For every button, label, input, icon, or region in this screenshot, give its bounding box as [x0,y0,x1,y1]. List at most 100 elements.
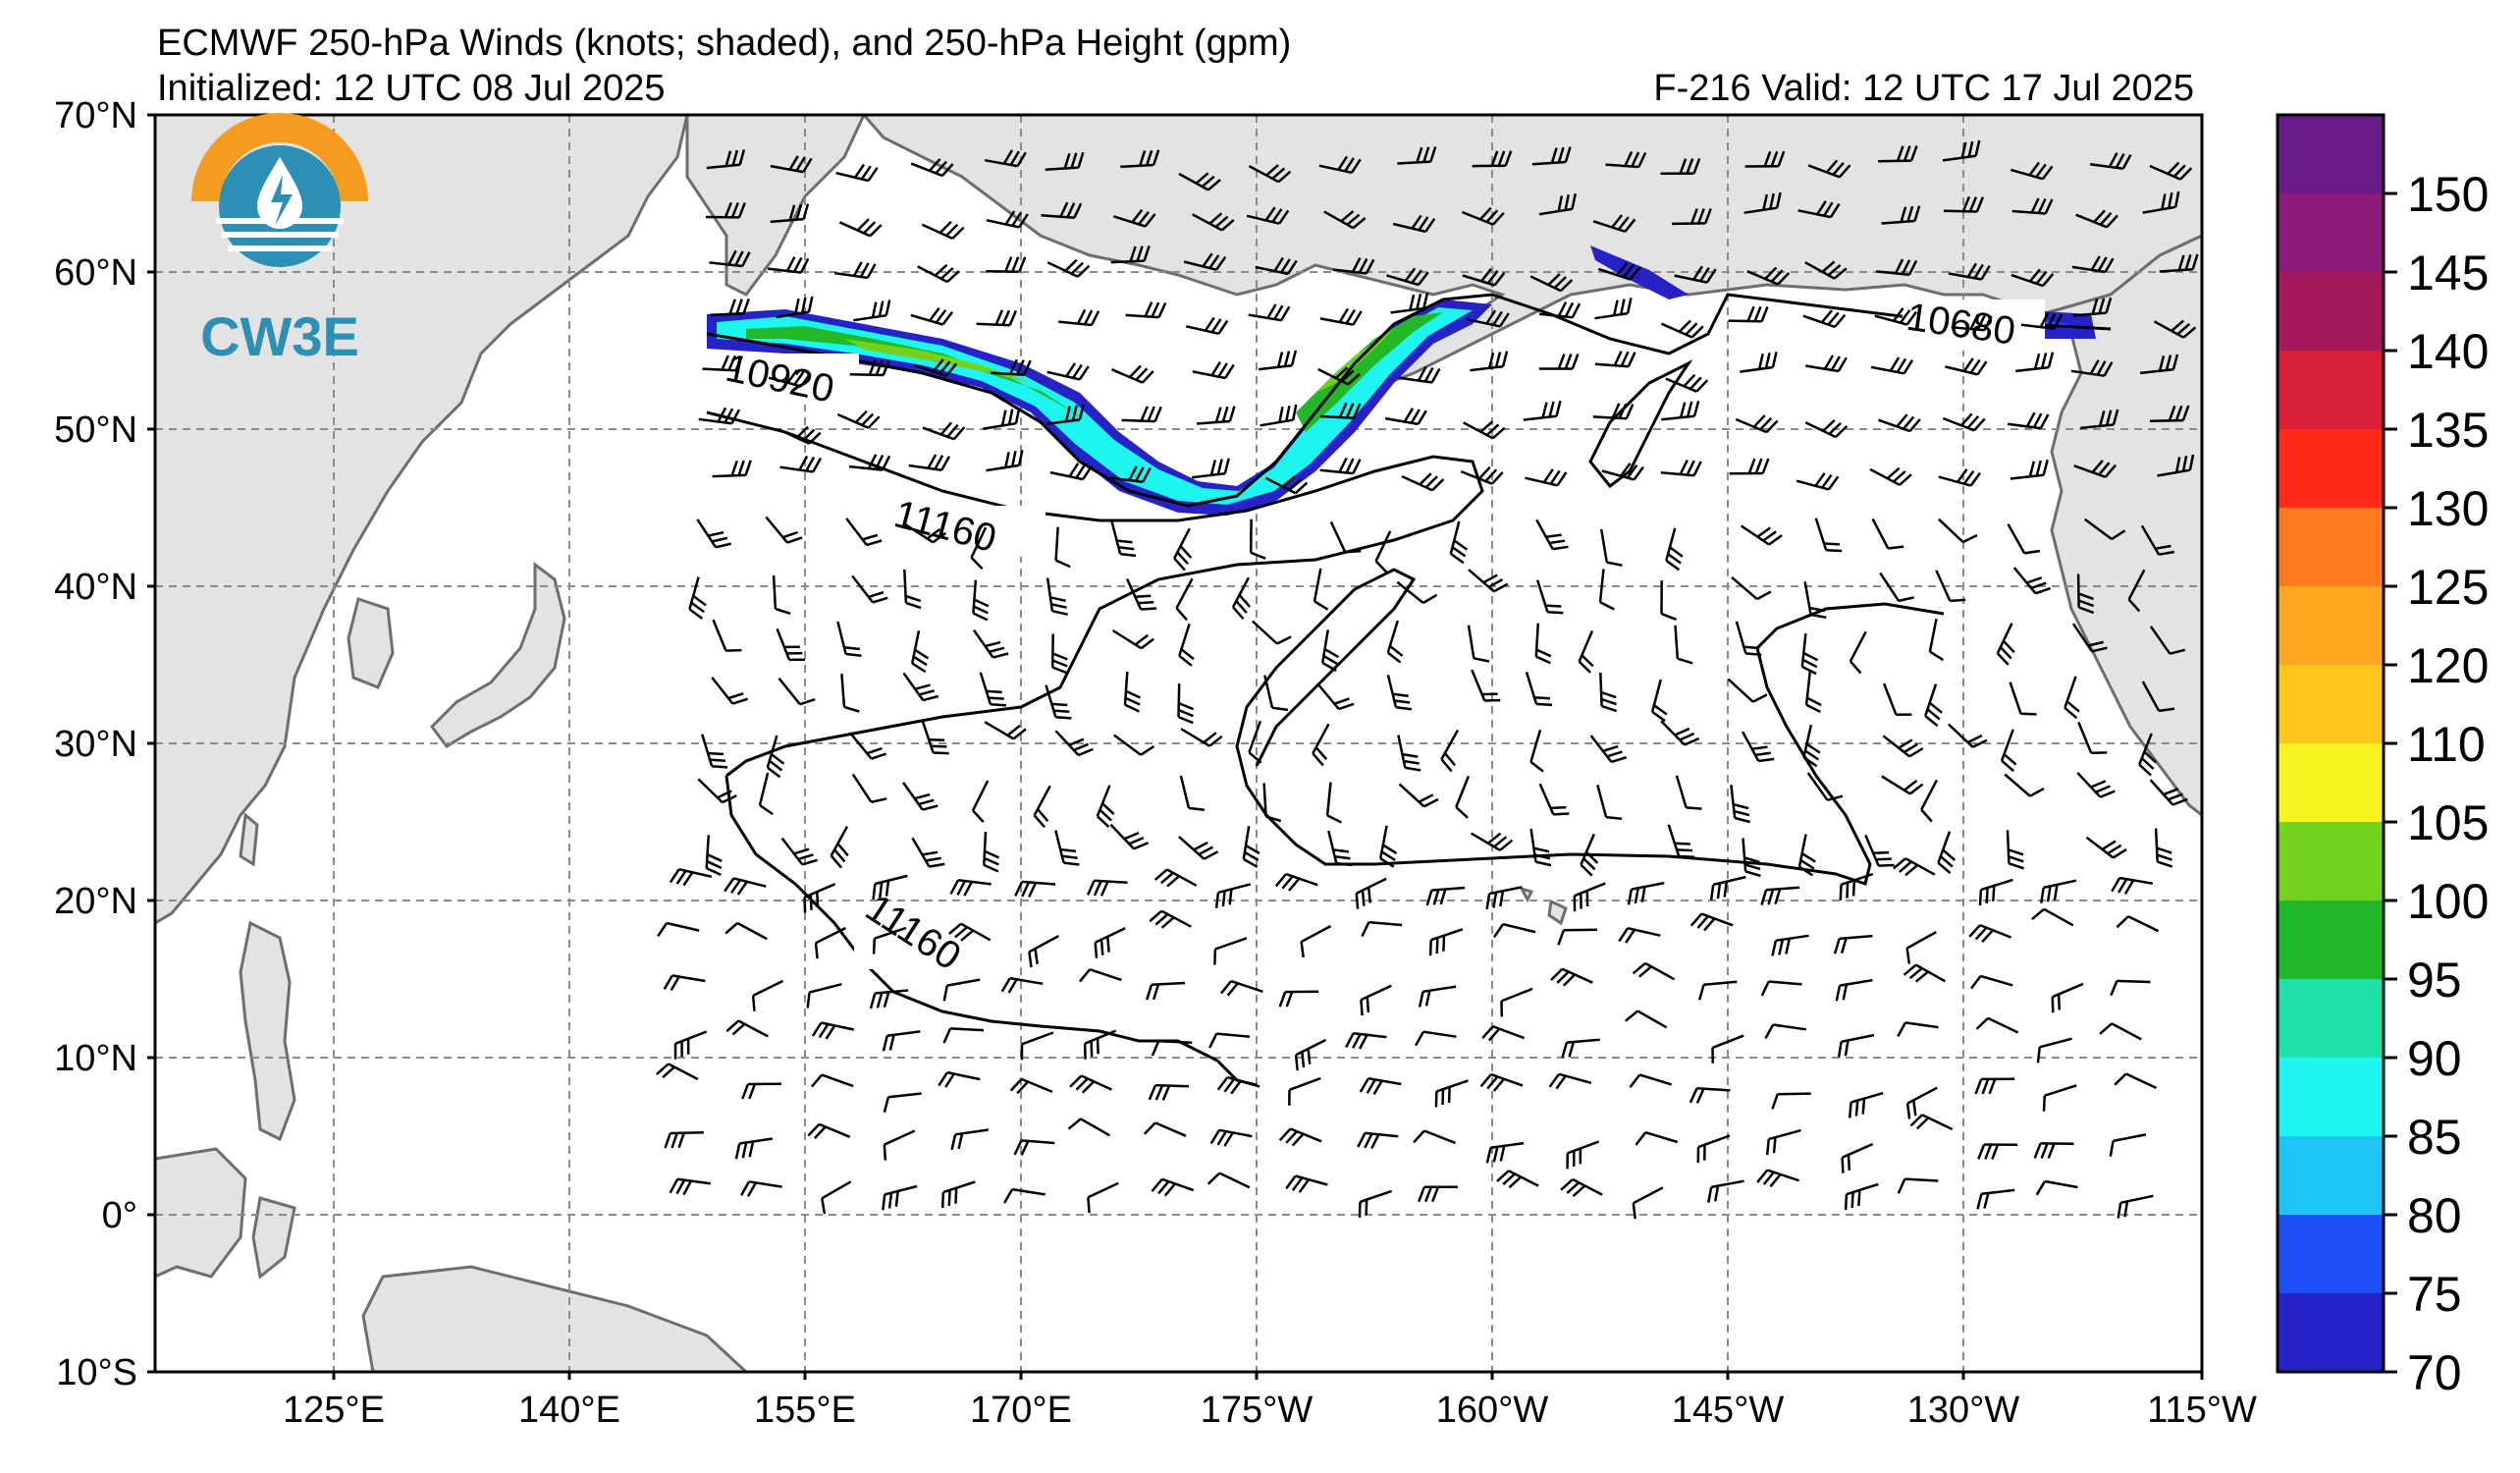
wind-barb [758,772,774,816]
wind-barb [983,831,1000,873]
wind-barb [709,249,751,268]
lat-label-60n: 60°N [54,252,137,294]
wind-barb [1125,577,1157,611]
lat-label-20n: 20°N [54,881,137,922]
wind-barb [1660,580,1677,621]
wind-barb [1251,620,1292,645]
wind-barb [1045,151,1085,172]
wind-barb [2153,319,2197,339]
wind-barb [1123,671,1142,713]
wind-barb [1948,723,1988,748]
wind-barb [1209,1128,1253,1147]
wind-barb [1605,150,1647,169]
contour-11160-south [724,775,1258,1087]
wind-barb [1974,1077,2015,1095]
contour-trough [1235,568,1945,886]
wind-barb [1945,357,1988,376]
wind-barb [770,203,810,224]
wind-barb [2076,772,2116,798]
wind-barb [1536,579,1564,615]
wind-barb [1054,526,1071,569]
wind-barb [1319,457,1362,475]
wind-barb [2114,1072,2158,1090]
wind-barb [1707,1179,1744,1203]
colorbar-label-110: 110 [2407,717,2486,772]
wind-barb [2064,676,2080,720]
wind-barb [663,974,706,992]
colorbar-labels: 150 145 140 135 130 125 120 110 105 100 … [2407,167,2489,1400]
wind-barb [2040,879,2077,903]
wind-barb [702,355,744,372]
colorbar-box [2278,115,2384,193]
wind-barb [1905,931,1937,964]
wind-barb [1601,463,1645,481]
wind-barb [1592,214,1636,233]
wind-barb [1566,1140,1600,1170]
colorbar-label-70: 70 [2407,1345,2462,1400]
colorbar-label-145: 145 [2407,246,2489,300]
wind-barb [1033,785,1051,829]
taiwan-land [239,812,259,867]
wind-barb [1396,580,1438,605]
wind-barb [1355,877,1387,909]
chart-title: ECMWF 250-hPa Winds (knots; shaded), and… [157,23,1292,64]
wind-barb [1083,1029,1117,1060]
wind-barb [949,879,992,897]
wind-barb [705,835,723,876]
wind-barb [836,621,862,658]
wind-barb [1589,735,1628,764]
wind-barb [991,358,1032,376]
colorbar-label-120: 120 [2407,638,2489,693]
wind-barb [655,1063,699,1081]
wind-barb [1538,783,1570,816]
wind-barb [1109,465,1152,484]
wind-barb [807,1122,851,1139]
wind-barb [768,369,812,388]
wind-barb [984,149,1027,168]
wind-barb [1455,775,1471,819]
wind-barb [882,1030,921,1052]
wind-barb [1594,298,1633,320]
wind-barb [883,1129,916,1161]
wind-barb [1112,629,1154,650]
wind-barb [1740,352,1778,373]
wind-barb [1148,1083,1190,1101]
wind-barb [869,989,909,1009]
wind-barb [1294,1038,1327,1071]
wind-barb [1975,1016,2019,1034]
wind-barb [1325,782,1342,824]
wind-barb [1220,979,1263,997]
wind-barb [2010,161,2054,181]
jet-core-95 [746,326,1090,422]
wind-barb [986,256,1027,273]
wind-barb [1358,1189,1393,1218]
wind-barb [1392,214,1436,234]
wind-barb [1841,1142,1874,1173]
wind-barb [2070,359,2114,377]
wind-barb [1804,671,1822,714]
wind-barb [1313,568,1329,611]
wind-barb [1837,1033,1875,1058]
wind-barb [1151,1040,1193,1057]
wind-barb [1977,1143,2018,1160]
hawaii-island-2 [1518,886,1534,903]
wind-barb [1538,192,1578,216]
wind-barb [1263,675,1289,712]
wind-barb [834,261,877,280]
wind-barb [1550,967,1593,987]
wind-barb [1833,934,1873,955]
wind-barb [1186,316,1229,336]
wind-barb [697,778,737,804]
wind-barb [1942,412,1986,432]
wind-barb [1849,630,1867,675]
wind-barb [1479,1072,1524,1092]
cw3e-logo: CW3E [191,113,368,367]
wind-barb [1970,974,2013,990]
wind-barb [1345,1031,1387,1050]
wind-barb [1485,1141,1525,1164]
colorbar-box [2278,272,2384,351]
lat-label-10s: 10°S [56,1352,137,1393]
wind-barb [1839,872,1874,900]
wind-barb [1323,210,1367,230]
wind-barb [2012,567,2052,595]
